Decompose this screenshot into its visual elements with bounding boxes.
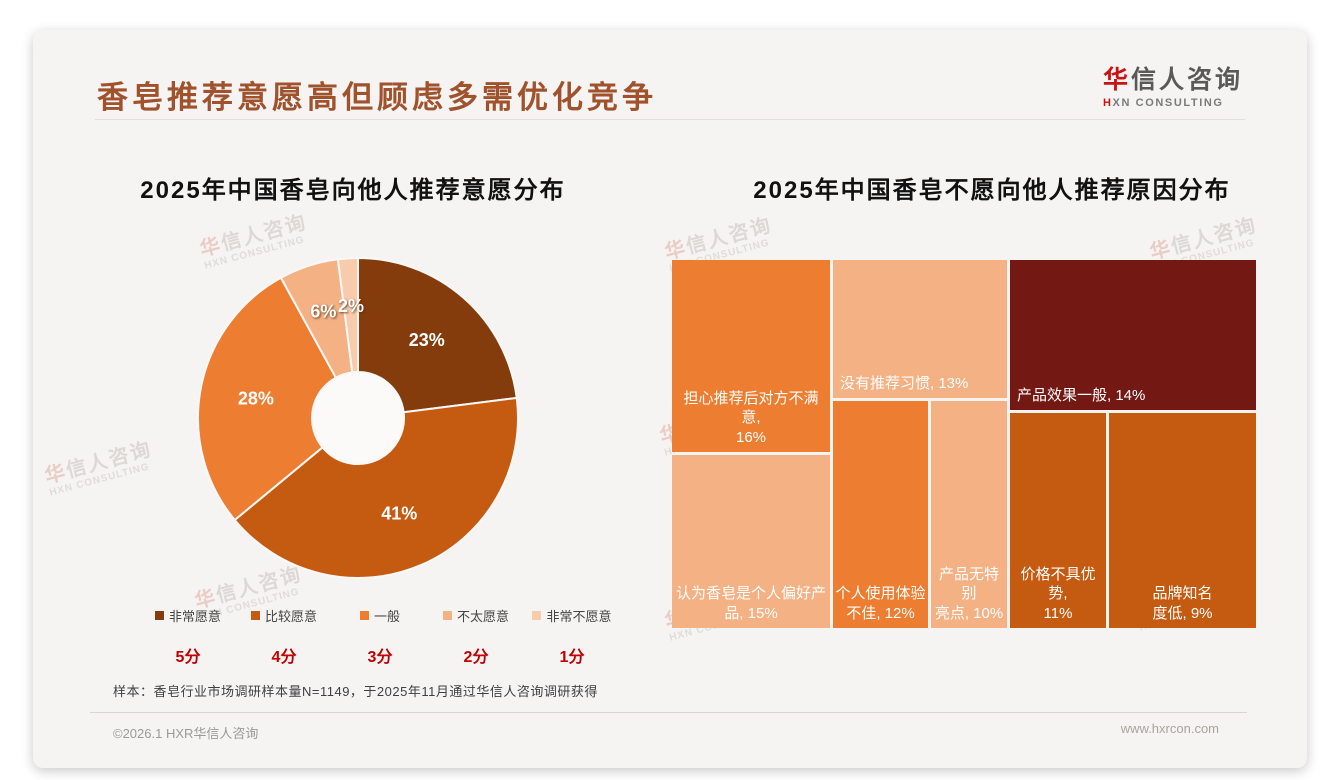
- treemap-cell-4: 产品无特别 亮点, 10%: [931, 401, 1007, 628]
- treemap-cell-label: 个人使用体验 不佳, 12%: [835, 585, 926, 622]
- logo-english-name: HXN CONSULTING: [1103, 97, 1243, 109]
- legend-item-0: 非常愿意: [140, 606, 236, 625]
- legend-label: 非常不愿意: [546, 609, 612, 624]
- treemap-cell-label: 没有推荐习惯, 13%: [840, 374, 969, 392]
- legend-swatch-icon: [359, 611, 369, 620]
- treemap-cell-0: 担心推荐后对方不满意, 16%: [672, 260, 830, 452]
- company-logo: 华信人咨询 HXN CONSULTING: [1103, 60, 1243, 109]
- donut-svg: 23% 41% 28% 6% 2%: [197, 257, 519, 579]
- donut-chart-title: 2025年中国香皂向他人推荐意愿分布: [140, 177, 566, 204]
- page-title: 香皂推荐意愿高但顾虑多需优化竞争: [97, 80, 657, 115]
- legend-label: 不太愿意: [456, 609, 509, 624]
- donut-data-label-1: 41%: [381, 503, 417, 523]
- score-label-0: 5分: [175, 649, 201, 666]
- legend-swatch-icon: [532, 611, 542, 620]
- legend-label: 一般: [373, 609, 400, 624]
- donut-data-label-2: 28%: [238, 389, 274, 409]
- donut-legend: 非常愿意 比较愿意 一般 不太愿意 非常不愿意: [140, 606, 620, 625]
- website-text: www.hxrcon.com: [1120, 721, 1219, 736]
- score-label-1: 4分: [271, 649, 297, 666]
- donut-chart: 23% 41% 28% 6% 2%: [188, 248, 528, 588]
- legend-swatch-icon: [250, 611, 260, 620]
- score-label-4: 1分: [559, 649, 585, 666]
- donut-data-label-4: 2%: [338, 296, 364, 316]
- legend-item-3: 不太愿意: [428, 606, 524, 625]
- footer-divider: [90, 712, 1247, 713]
- treemap-panel: 2025年中国香皂不愿向他人推荐原因分布 担心推荐后对方不满意, 16% 认为香皂…: [672, 160, 1256, 680]
- treemap-cell-2: 没有推荐习惯, 13%: [833, 260, 1007, 398]
- treemap-cell-label: 品牌知名 度低, 9%: [1152, 585, 1213, 622]
- donut-data-label-3: 6%: [310, 301, 336, 321]
- treemap-title: 2025年中国香皂不愿向他人推荐原因分布: [753, 177, 1231, 204]
- legend-swatch-icon: [442, 611, 452, 620]
- logo-red-char: 华: [1102, 66, 1131, 94]
- donut-hole: [313, 373, 403, 463]
- logo-gray-chars: 信人咨询: [1130, 66, 1243, 94]
- logo-chinese-name: 华信人咨询: [1103, 60, 1243, 96]
- copyright-text: ©2026.1 HXR华信人咨询: [113, 726, 259, 741]
- score-row: 5分 4分 3分 2分 1分: [140, 643, 620, 667]
- treemap-cell-label: 担心推荐后对方不满意, 16%: [683, 389, 819, 446]
- report-slide: 香皂推荐意愿高但顾虑多需优化竞争 华信人咨询 HXN CONSULTING 华信…: [33, 30, 1307, 768]
- legend-label: 非常愿意: [168, 609, 221, 624]
- score-label-2: 3分: [367, 649, 393, 666]
- header-divider: [95, 119, 1245, 120]
- donut-slice-1: [233, 396, 519, 579]
- treemap-cell-6: 价格不具优势, 11%: [1010, 413, 1106, 628]
- treemap-chart: 担心推荐后对方不满意, 16% 认为香皂是个人偏好产 品, 15% 没有推荐习惯, …: [672, 260, 1256, 628]
- legend-label: 比较愿意: [264, 609, 317, 624]
- score-label-3: 2分: [463, 649, 489, 666]
- logo-en-gray-chars: XN CONSULTING: [1112, 97, 1224, 109]
- treemap-cell-3: 个人使用体验 不佳, 12%: [833, 401, 928, 628]
- treemap-cell-7: 品牌知名 度低, 9%: [1109, 413, 1256, 628]
- treemap-cell-label: 认为香皂是个人偏好产 品, 15%: [675, 585, 826, 622]
- legend-swatch-icon: [154, 611, 164, 620]
- treemap-cell-1: 认为香皂是个人偏好产 品, 15%: [672, 455, 830, 628]
- legend-item-1: 比较愿意: [236, 606, 332, 625]
- donut-chart-panel: 2025年中国香皂向他人推荐意愿分布 23% 41% 28% 6% 2% 非常愿意 比较愿…: [73, 160, 633, 705]
- donut-data-label-0: 23%: [409, 330, 445, 350]
- logo-en-red-char: H: [1102, 97, 1113, 109]
- donut-slice-4: [336, 257, 359, 374]
- donut-slice-0: [357, 257, 518, 414]
- treemap-cell-label: 价格不具优势, 11%: [1020, 565, 1096, 622]
- sample-footnote: 样本：香皂行业市场调研样本量N=1149，于2025年11月通过华信人咨询调研获…: [113, 684, 598, 699]
- watermark-red-char: 华: [42, 461, 70, 489]
- treemap-cell-label: 产品效果一般, 14%: [1017, 386, 1146, 404]
- treemap-cell-label: 产品无特别 亮点, 10%: [934, 565, 1004, 622]
- donut-slice-2: [197, 276, 337, 521]
- legend-item-2: 一般: [332, 606, 428, 625]
- treemap-cell-5: 产品效果一般, 14%: [1010, 260, 1256, 410]
- legend-item-4: 非常不愿意: [524, 606, 620, 625]
